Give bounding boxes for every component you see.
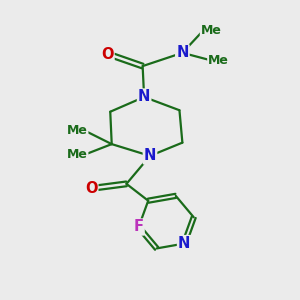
Text: N: N bbox=[176, 45, 189, 60]
Text: O: O bbox=[85, 181, 98, 196]
Text: N: N bbox=[178, 236, 190, 251]
Text: N: N bbox=[144, 148, 156, 164]
Text: O: O bbox=[101, 47, 114, 62]
Text: Me: Me bbox=[201, 24, 222, 37]
Text: Me: Me bbox=[67, 148, 87, 161]
Text: N: N bbox=[138, 89, 150, 104]
Text: Me: Me bbox=[208, 54, 229, 67]
Text: Me: Me bbox=[67, 124, 87, 137]
Text: F: F bbox=[134, 220, 144, 235]
